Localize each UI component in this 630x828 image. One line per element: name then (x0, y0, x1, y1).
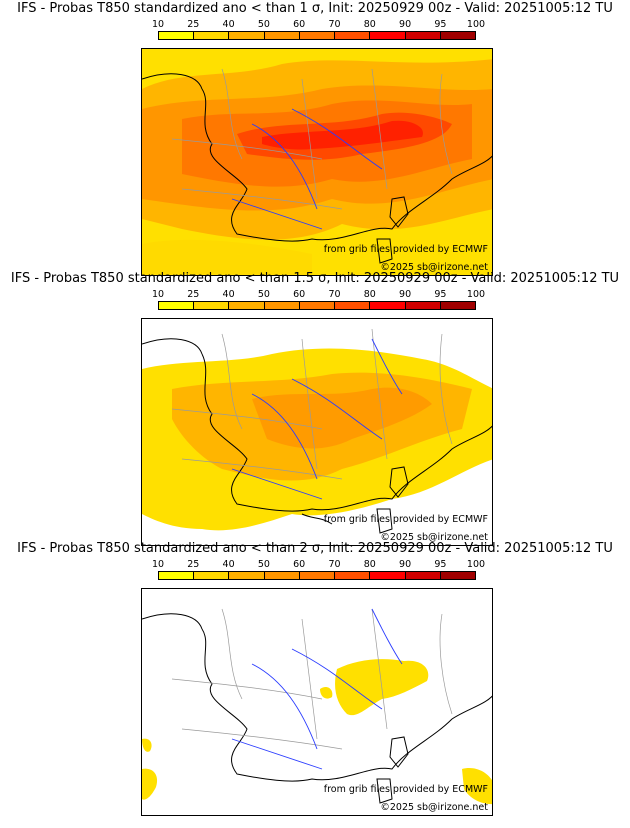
colorbar-tick: 60 (293, 289, 306, 300)
colorbar-ticks: 10 25 40 50 60 70 80 90 95 100 (152, 289, 485, 300)
source-credit: from grib files provided by ECMWF (323, 244, 488, 255)
colorbar-tick: 70 (328, 289, 341, 300)
colorbar-segment (440, 572, 475, 579)
colorbar-tick: 70 (328, 19, 341, 30)
colorbar-tick: 95 (434, 559, 447, 570)
panel-sigma-1-5: IFS - Probas T850 standardized ano < tha… (0, 270, 630, 546)
map-graphic (142, 49, 492, 275)
colorbar-segment (405, 32, 441, 39)
colorbar-segment (335, 572, 371, 579)
probability-map: from grib files provided by ECMWF ©2025 … (141, 318, 493, 546)
copyright-credit: ©2025 sb@irizone.net (380, 262, 488, 273)
colorbar-tick: 40 (222, 19, 235, 30)
colorbar-tick: 10 (151, 559, 165, 570)
colorbar-tick: 95 (434, 289, 447, 300)
colorbar-tick: 95 (434, 19, 447, 30)
colorbar-segment (440, 32, 475, 39)
panel-title: IFS - Probas T850 standardized ano < tha… (17, 1, 613, 16)
colorbar-tick: 60 (293, 559, 306, 570)
colorbar-ticks: 10 25 40 50 60 70 80 90 95 100 (152, 19, 485, 30)
colorbar-segment (335, 32, 371, 39)
colorbar-tick: 50 (257, 289, 270, 300)
colorbar-segment (299, 572, 336, 579)
panel-title: IFS - Probas T850 standardized ano < tha… (17, 541, 613, 556)
colorbar-segment (335, 302, 371, 309)
colorbar-segment (370, 302, 406, 309)
colorbar-segment (405, 302, 441, 309)
colorbar-tick: 25 (187, 289, 200, 300)
colorbar-segment (159, 572, 195, 579)
probability-map: from grib files provided by ECMWF ©2025 … (141, 588, 493, 816)
colorbar-tick: 50 (257, 19, 270, 30)
colorbar-tick: 100 (466, 559, 486, 570)
map-graphic (142, 589, 492, 815)
colorbar-segment (229, 572, 265, 579)
colorbar-segment (159, 32, 195, 39)
panel-sigma-2: IFS - Probas T850 standardized ano < tha… (0, 540, 630, 816)
colorbar-ticks: 10 25 40 50 60 70 80 90 95 100 (152, 559, 485, 570)
colorbar-tick: 80 (363, 19, 376, 30)
colorbar-tick: 90 (399, 559, 412, 570)
panel-title: IFS - Probas T850 standardized ano < tha… (10, 271, 620, 286)
colorbar-tick: 25 (187, 19, 200, 30)
colorbar-segment (194, 572, 230, 579)
colorbar-segment (264, 302, 300, 309)
colorbar-segment (264, 32, 300, 39)
colorbar-tick: 50 (257, 559, 270, 570)
colorbar-tick: 100 (466, 19, 486, 30)
colorbar-tick: 90 (399, 289, 412, 300)
colorbar-tick: 60 (293, 19, 306, 30)
panel-sigma-1: IFS - Probas T850 standardized ano < tha… (0, 0, 630, 276)
colorbar-segment (229, 32, 265, 39)
copyright-credit: ©2025 sb@irizone.net (380, 802, 488, 813)
colorbar-tick: 80 (363, 289, 376, 300)
colorbar-tick: 100 (466, 289, 486, 300)
probability-map: from grib files provided by ECMWF ©2025 … (141, 48, 493, 276)
source-credit: from grib files provided by ECMWF (323, 514, 488, 525)
colorbar (158, 301, 476, 310)
colorbar-tick: 90 (399, 19, 412, 30)
colorbar-segment (264, 572, 300, 579)
colorbar-tick: 40 (222, 289, 235, 300)
source-credit: from grib files provided by ECMWF (323, 784, 488, 795)
colorbar-segment (194, 32, 230, 39)
colorbar-tick: 70 (328, 559, 341, 570)
map-graphic (142, 319, 492, 545)
copyright-credit: ©2025 sb@irizone.net (380, 532, 488, 543)
colorbar-segment (229, 302, 265, 309)
colorbar (158, 571, 476, 580)
colorbar-segment (299, 302, 336, 309)
colorbar-tick: 10 (151, 19, 165, 30)
colorbar-tick: 10 (151, 289, 165, 300)
colorbar-tick: 40 (222, 559, 235, 570)
colorbar (158, 31, 476, 40)
colorbar-segment (405, 572, 441, 579)
colorbar-tick: 25 (187, 559, 200, 570)
colorbar-segment (159, 302, 195, 309)
colorbar-segment (370, 572, 406, 579)
colorbar-segment (194, 302, 230, 309)
colorbar-tick: 80 (363, 559, 376, 570)
colorbar-segment (440, 302, 475, 309)
colorbar-segment (370, 32, 406, 39)
colorbar-segment (299, 32, 336, 39)
